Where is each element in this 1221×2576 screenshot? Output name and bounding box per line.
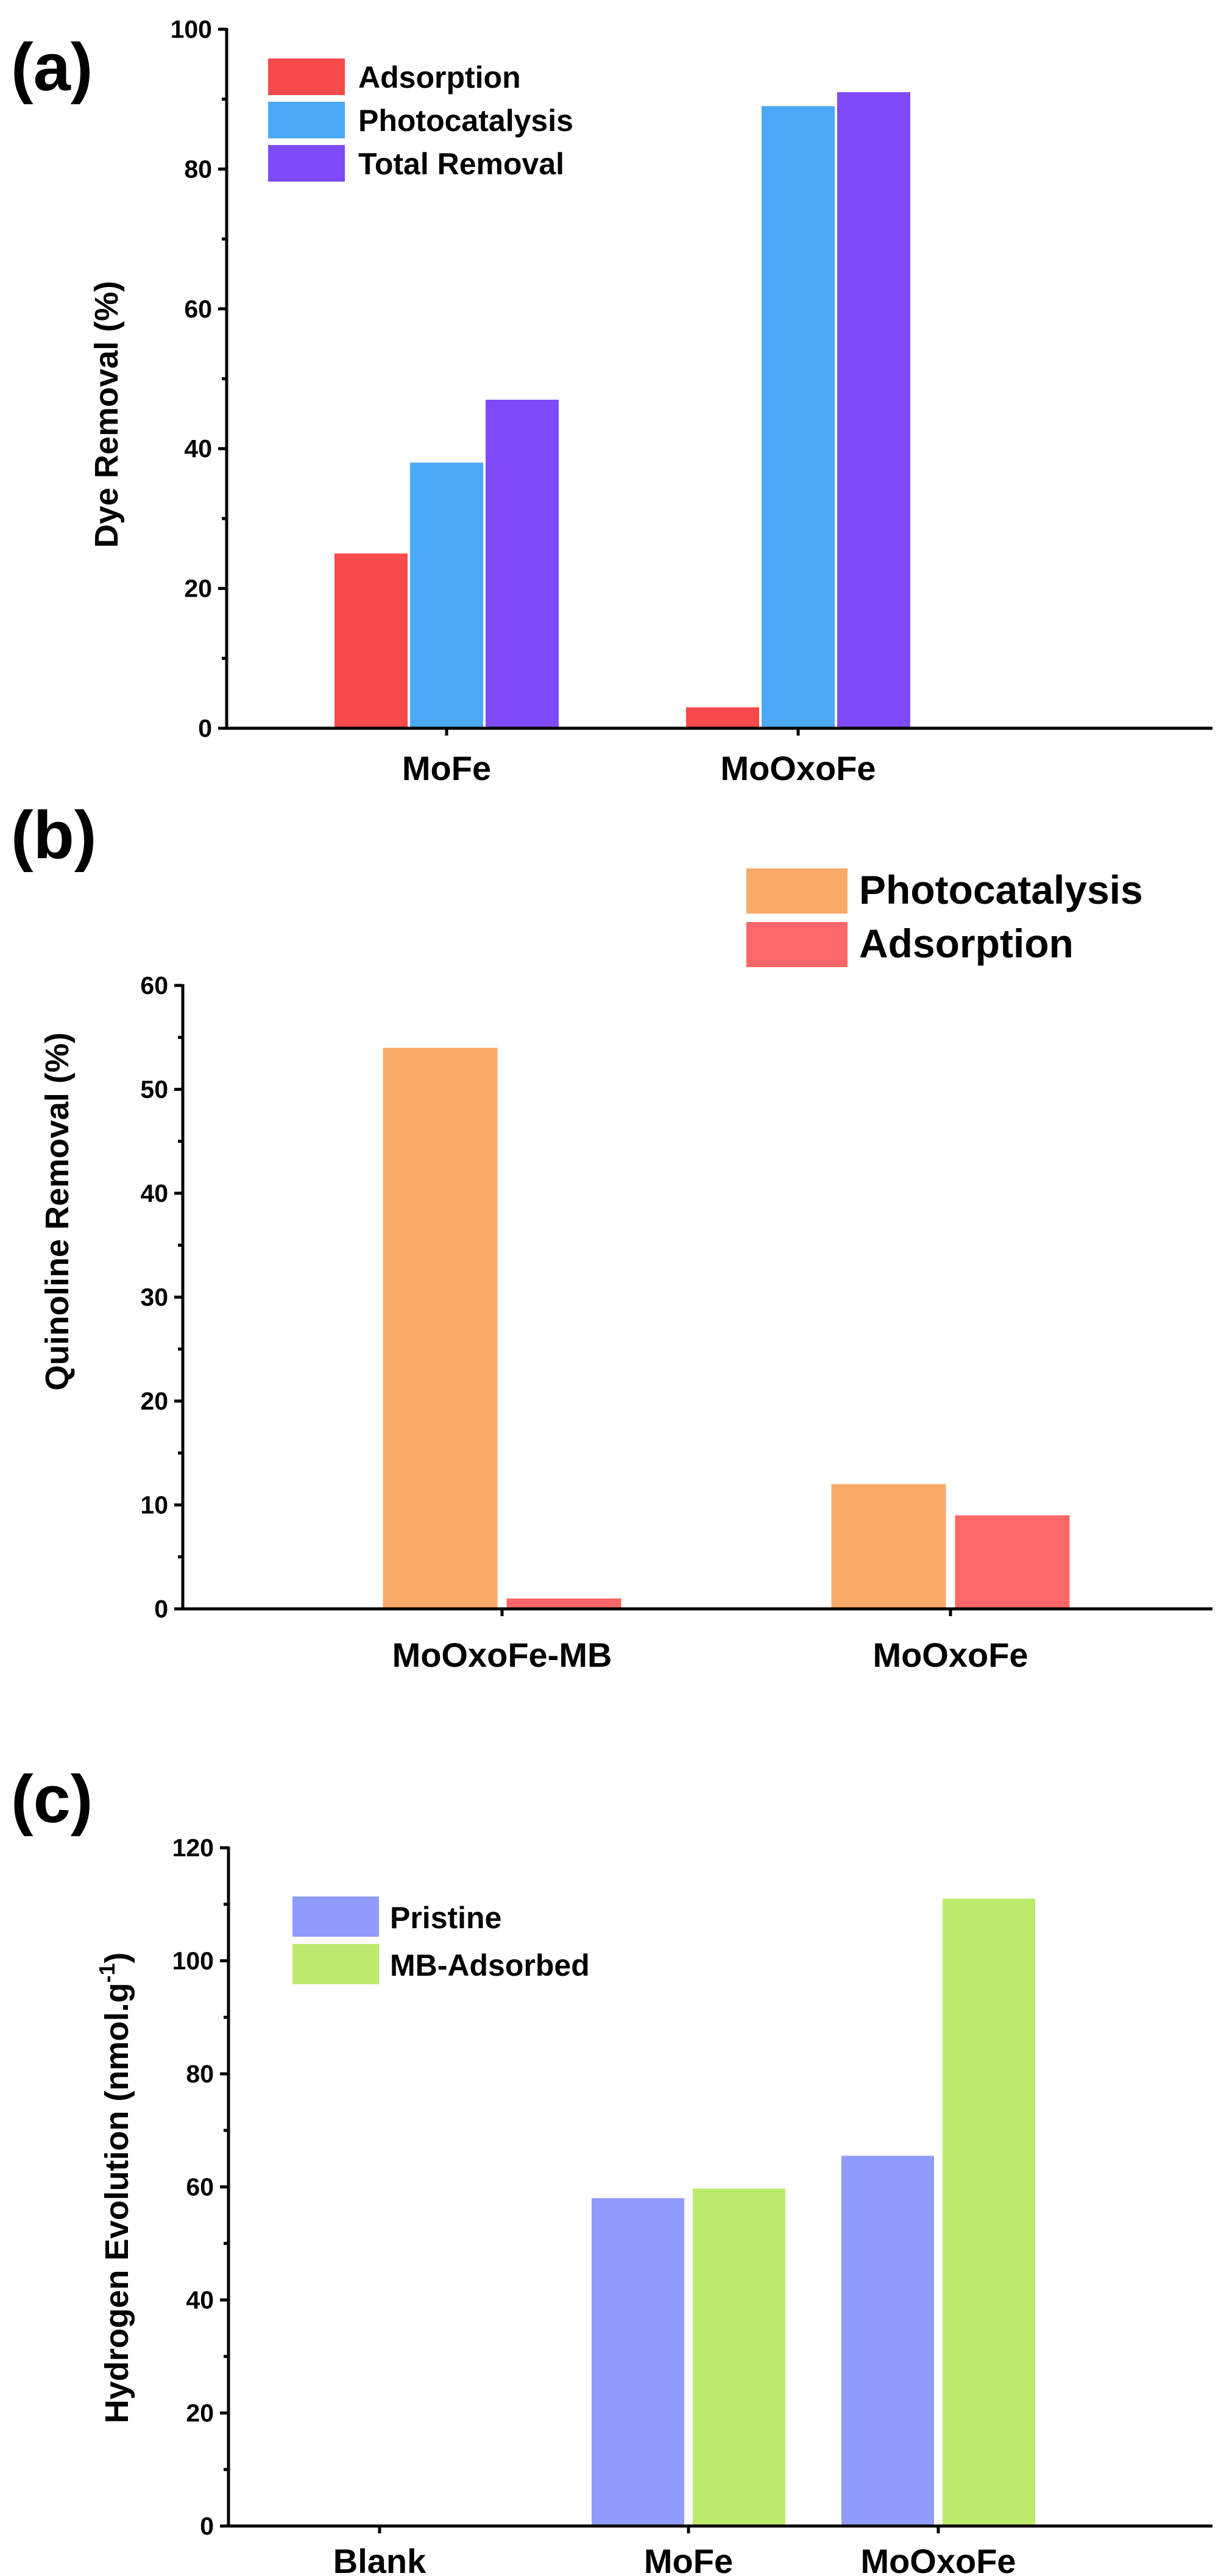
panel-c-axes xyxy=(227,1847,1212,2533)
panel-c-y-tick-label: 120 xyxy=(172,1834,214,1862)
panel-b-y-axis-label: Quinoline Removal (%) xyxy=(39,1032,76,1391)
panel-a-y-axis-label: Dye Removal (%) xyxy=(88,281,125,548)
panel-c-y-axis-label-suffix: ) xyxy=(99,1953,135,1964)
panel-b-y-ticks: 0 10 20 30 40 50 60 xyxy=(140,971,183,1623)
panel-a-legend: Adsorption Photocatalysis Total Removal xyxy=(268,59,573,182)
panel-c-y-axis-label-main: Hydrogen Evolution (nmol.g xyxy=(99,1983,135,2424)
panel-a-legend-label: Adsorption xyxy=(358,60,521,94)
panel-b-label: (b) xyxy=(11,798,96,873)
panel-a-bar-adsorption-mooxofe xyxy=(686,707,759,728)
panel-b-y-tick-label: 50 xyxy=(140,1076,168,1104)
panel-c-x-tick-label: MoFe xyxy=(644,2542,733,2576)
panel-b-x-tick-label: MoOxoFe xyxy=(872,1636,1028,1674)
panel-a-x-tick-label: MoFe xyxy=(402,749,491,787)
panel-a-y-ticks: 0 20 40 60 80 100 xyxy=(171,15,227,742)
panel-c-y-tick-label: 100 xyxy=(172,1947,214,1975)
panel-c-legend: Pristine MB-Adsorbed xyxy=(292,1897,590,1984)
panel-b-y-tick-label: 20 xyxy=(140,1387,168,1415)
panel-a-legend-label: Photocatalysis xyxy=(358,104,573,138)
panel-a-x-tick-labels: MoFe MoOxoFe xyxy=(402,749,876,787)
panel-a-bar-adsorption-mofe xyxy=(334,553,408,728)
panel-b-legend-swatch xyxy=(746,922,848,967)
panel-a-y-tick-label: 60 xyxy=(184,295,212,323)
panel-c-legend-label: MB-Adsorbed xyxy=(390,1948,590,1982)
panel-c-bar-mb-adsorbed-mooxofe xyxy=(943,1898,1035,2526)
panel-b-legend: Photocatalysis Adsorption xyxy=(746,867,1143,967)
panel-b-y-tick-label: 40 xyxy=(140,1179,168,1207)
panel-a-y-tick-label: 100 xyxy=(171,15,212,43)
panel-a: (a) Dye Removal (%) 0 20 40 60 80 100 MoFe MoO… xyxy=(11,15,1212,787)
panel-b-x-tick-labels: MoOxoFe-MB MoOxoFe xyxy=(392,1636,1028,1674)
panel-c-y-tick-label: 0 xyxy=(200,2512,214,2540)
panel-a-y-tick-label: 80 xyxy=(184,155,212,183)
panel-a-legend-swatch xyxy=(268,145,345,182)
panel-a-legend-label: Total Removal xyxy=(358,147,564,181)
panel-c-x-tick-labels: Blank MoFe MoOxoFe xyxy=(333,2542,1016,2576)
panel-b-legend-label: Adsorption xyxy=(859,921,1074,966)
panel-c-y-tick-label: 20 xyxy=(186,2399,214,2427)
panel-b-bar-photocatalysis-mooxofe xyxy=(831,1484,946,1609)
panel-a-legend-swatch xyxy=(268,59,345,95)
panel-a-legend-swatch xyxy=(268,102,345,138)
panel-b-bar-adsorption-mooxofe xyxy=(955,1515,1070,1609)
panel-b-bar-photocatalysis-mooxofe-mb xyxy=(383,1048,498,1609)
panel-a-bar-total-removal-mooxofe xyxy=(837,92,910,729)
panel-c-bar-pristine-mofe xyxy=(592,2198,684,2526)
panel-a-y-tick-label: 20 xyxy=(184,575,212,603)
panel-c-label: (c) xyxy=(11,1762,93,1837)
panel-b-y-tick-label: 30 xyxy=(140,1283,168,1311)
panel-c-y-tick-label: 60 xyxy=(186,2173,214,2201)
panel-b-legend-swatch xyxy=(746,868,848,914)
panel-a-y-tick-label: 0 xyxy=(198,714,212,742)
panel-b-y-tick-label: 60 xyxy=(140,971,168,999)
panel-b-bar-adsorption-mooxofe-mb xyxy=(506,1598,621,1609)
panel-a-x-tick-label: MoOxoFe xyxy=(720,749,876,787)
panel-c-bars xyxy=(592,1898,1035,2526)
panel-c-x-tick-label: Blank xyxy=(333,2542,426,2576)
panel-b: (b) Quinoline Removal (%) 0102030405060 … xyxy=(11,798,1212,1674)
panel-b-y-tick-label: 10 xyxy=(140,1491,168,1519)
panel-c-legend-swatch xyxy=(292,1944,379,1984)
panel-a-label: (a) xyxy=(11,30,93,105)
panel-a-bar-photocatalysis-mooxofe xyxy=(762,106,835,729)
panel-c-x-tick-label: MoOxoFe xyxy=(860,2542,1016,2576)
panel-b-x-tick-label: MoOxoFe-MB xyxy=(392,1636,612,1674)
panel-a-bar-total-removal-mofe xyxy=(486,399,559,728)
panel-b-axes xyxy=(181,984,1212,1616)
panel-c-y-ticks: 0 20 40 60 80 100 120 xyxy=(172,1834,228,2540)
panel-a-bars xyxy=(334,92,910,729)
panel-c-y-axis-label: Hydrogen Evolution (nmol.g-1) xyxy=(94,1953,135,2424)
panel-a-bar-photocatalysis-mofe xyxy=(410,463,483,728)
panel-c-legend-label: Pristine xyxy=(390,1901,501,1935)
panel-a-axes xyxy=(225,28,1212,736)
panel-c: (c) Hydrogen Evolution (nmol.g-1) 0 20 40 6… xyxy=(11,1762,1212,2576)
panel-c-y-axis-label-superscript: -1 xyxy=(94,1964,119,1983)
panel-b-bars xyxy=(383,1048,1070,1609)
panel-c-bar-pristine-mooxofe xyxy=(841,2156,934,2526)
panel-b-y-tick-label: 0 xyxy=(154,1595,168,1623)
panel-b-legend-label: Photocatalysis xyxy=(859,867,1143,912)
panel-c-y-tick-label: 40 xyxy=(186,2286,214,2314)
panel-c-legend-swatch xyxy=(292,1897,379,1937)
panel-c-y-tick-label: 80 xyxy=(186,2060,214,2088)
panel-c-bar-mb-adsorbed-mofe xyxy=(693,2188,785,2526)
panel-a-y-tick-label: 40 xyxy=(184,435,212,463)
